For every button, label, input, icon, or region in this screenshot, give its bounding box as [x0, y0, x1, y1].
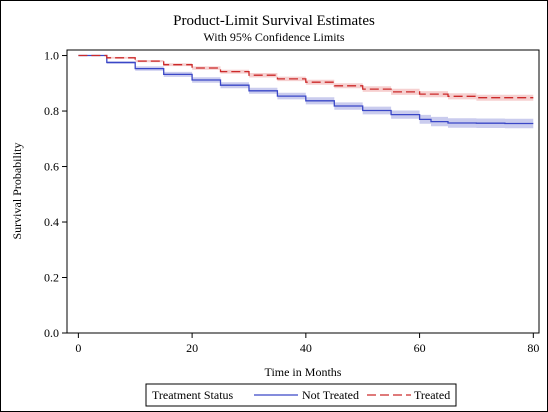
- legend-item-treated: Treated: [414, 388, 450, 402]
- y-tick-label: 0.6: [44, 160, 59, 174]
- x-tick-label: 20: [186, 341, 198, 355]
- x-tick-label: 60: [414, 341, 426, 355]
- confidence-bands: [78, 55, 534, 129]
- chart-title: Product-Limit Survival Estimates: [173, 13, 375, 29]
- survival-line-not-treated: [78, 54, 534, 125]
- x-tick-label: 80: [527, 341, 539, 355]
- legend-item-not-treated: Not Treated: [302, 388, 359, 402]
- y-tick-label: 0.8: [44, 104, 59, 118]
- plot-frame: [66, 49, 540, 334]
- y-tick-label: 1.0: [44, 49, 59, 63]
- legend-title: Treatment Status: [152, 388, 234, 402]
- chart-subtitle: With 95% Confidence Limits: [203, 30, 344, 44]
- y-tick-label: 0.0: [44, 326, 59, 340]
- y-axis: 0.0 0.2 0.4 0.6 0.8 1.0: [44, 49, 67, 340]
- survival-line-treated: [78, 54, 534, 99]
- x-axis-label: Time in Months: [265, 365, 342, 379]
- legend-frame: [145, 383, 457, 407]
- x-axis: 0 20 40 60 80: [75, 333, 539, 355]
- x-tick-label: 40: [300, 341, 312, 355]
- y-axis-label: Survival Probability: [10, 143, 24, 240]
- y-tick-label: 0.2: [44, 271, 59, 285]
- confidence-band-not-treated: [78, 55, 534, 129]
- y-tick-label: 0.4: [44, 215, 59, 229]
- survival-curves: [78, 54, 534, 125]
- legend: Treatment Status Not Treated Treated: [145, 383, 457, 407]
- x-tick-label: 0: [75, 341, 81, 355]
- confidence-band-treated: [78, 55, 534, 101]
